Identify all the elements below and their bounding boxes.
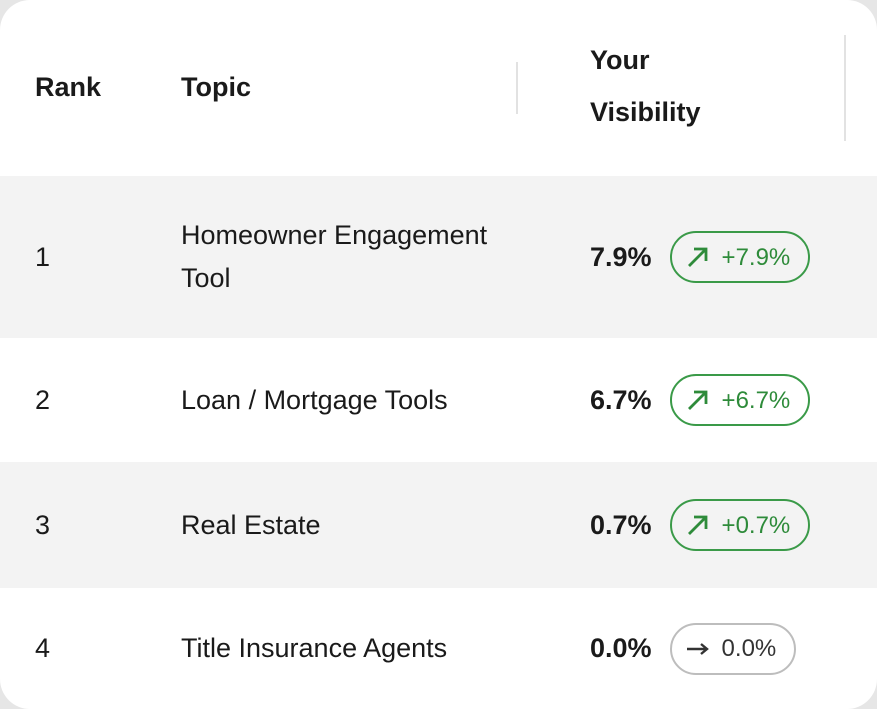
visibility-cell: 0.7% +0.7% xyxy=(590,462,811,588)
rank-cell: 2 xyxy=(35,384,51,415)
visibility-cell: 6.7% +6.7% xyxy=(590,338,811,462)
rank-cell: 4 xyxy=(35,633,51,663)
table-row[interactable]: 2 Loan / Mortgage Tools 6.7% +6.7% xyxy=(0,338,877,462)
arrow-up-right-icon xyxy=(687,247,707,267)
rank-cell: 3 xyxy=(35,509,51,540)
table-row[interactable]: 1 Homeowner Engagement Tool 7.9% +7.9% xyxy=(0,176,877,338)
visibility-value: 6.7% xyxy=(590,384,652,415)
change-value: +0.7% xyxy=(721,511,791,539)
arrow-up-right-icon xyxy=(687,390,707,410)
visibility-value: 0.7% xyxy=(590,509,652,540)
change-badge: +7.9% xyxy=(669,231,811,283)
visibility-value: 0.0% xyxy=(590,633,652,663)
table-row[interactable]: 4 Title Insurance Agents 0.0% 0.0% xyxy=(0,588,877,709)
column-header-visibility-line2: Visibility xyxy=(590,97,701,127)
change-badge: +6.7% xyxy=(669,374,811,426)
topic-cell: Homeowner Engagement Tool xyxy=(181,220,488,293)
rank-cell: 1 xyxy=(35,241,51,272)
table-header: Rank Topic Your Visibility xyxy=(0,0,877,176)
column-divider[interactable] xyxy=(844,35,846,141)
arrow-up-right-icon xyxy=(687,515,707,535)
arrow-right-icon xyxy=(686,642,709,655)
column-divider[interactable] xyxy=(516,62,518,114)
visibility-cell: 7.9% +7.9% xyxy=(590,176,811,338)
change-value: 0.0% xyxy=(721,635,777,662)
change-badge: +0.7% xyxy=(669,499,811,551)
column-header-visibility[interactable]: Your Visibility xyxy=(590,34,701,138)
topic-cell: Real Estate xyxy=(181,509,321,540)
topic-cell: Title Insurance Agents xyxy=(181,633,448,663)
visibility-cell: 0.0% 0.0% xyxy=(590,588,797,709)
topic-cell: Loan / Mortgage Tools xyxy=(181,384,448,415)
change-badge: 0.0% xyxy=(669,622,797,675)
change-value: +7.9% xyxy=(721,243,791,271)
column-header-rank[interactable]: Rank xyxy=(35,72,102,102)
table-row[interactable]: 3 Real Estate 0.7% +0.7% xyxy=(0,462,877,588)
visibility-value: 7.9% xyxy=(590,241,652,272)
column-header-visibility-line1: Your xyxy=(590,45,650,75)
column-header-topic[interactable]: Topic xyxy=(181,72,251,102)
change-value: +6.7% xyxy=(721,386,791,414)
